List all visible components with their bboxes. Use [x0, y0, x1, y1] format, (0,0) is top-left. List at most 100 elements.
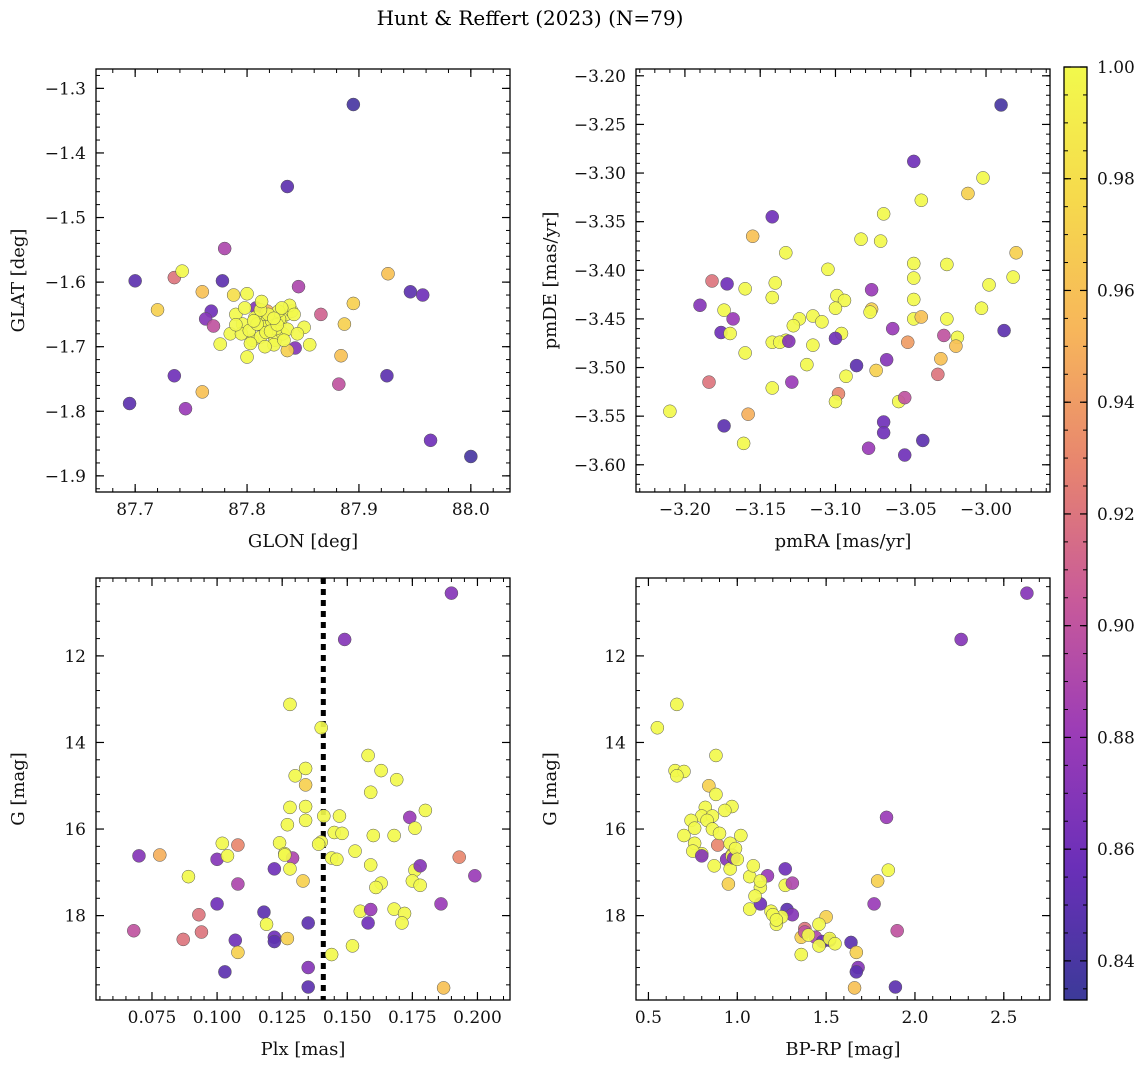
data-point: [702, 375, 716, 389]
data-point: [976, 171, 990, 185]
data-point: [387, 828, 401, 843]
data-point: [332, 809, 347, 823]
x-tick-label: 88.0: [452, 500, 490, 520]
panel-glon-glat: 87.7 87.8 87.9 88.0 −1.3 −1.4 −1.5 −1.6 −1.7 −1.8…: [8, 68, 511, 552]
axes-frame: [635, 577, 1051, 1001]
y-tick-label: −3.35: [574, 213, 626, 233]
x-tick-label: 87.7: [116, 500, 154, 520]
data-point: [717, 303, 731, 317]
x-tick-label: −3.20: [659, 500, 711, 520]
y-tick-label: −3.30: [574, 164, 626, 184]
data-point: [738, 346, 752, 360]
data-point: [258, 339, 272, 354]
x-tick-label: 0.200: [453, 1008, 502, 1028]
data-point: [1006, 270, 1020, 284]
data-point: [748, 889, 762, 903]
data-point: [150, 303, 165, 317]
data-point: [468, 869, 482, 883]
data-point: [122, 396, 137, 411]
axes-frame: [635, 68, 1051, 493]
data-point: [907, 256, 921, 271]
data-point: [337, 632, 352, 647]
data-point: [738, 282, 752, 296]
y-tick-label: −3.40: [574, 261, 626, 281]
data-point: [720, 277, 734, 291]
y-axis-label: G [mag]: [8, 752, 29, 825]
data-point: [291, 279, 306, 294]
y-tick-label: 16: [64, 820, 86, 840]
data-point: [413, 859, 427, 873]
data-point: [937, 328, 951, 343]
data-point: [1020, 586, 1034, 600]
data-point: [870, 874, 885, 888]
data-point: [730, 852, 745, 867]
y-tick-label: 14: [604, 733, 626, 753]
x-tick-label: −3.05: [885, 500, 937, 520]
data-point: [175, 264, 189, 278]
data-point: [721, 877, 736, 891]
data-point: [389, 772, 404, 787]
data-point: [869, 363, 883, 378]
data-point: [332, 377, 346, 391]
data-point: [746, 859, 761, 873]
y-tick-label: −3.60: [574, 456, 626, 476]
data-point: [254, 294, 269, 309]
data-point: [914, 310, 929, 324]
data-point: [280, 931, 295, 946]
data-point: [718, 803, 732, 818]
data-point: [337, 317, 352, 331]
data-point: [940, 312, 954, 326]
data-point: [231, 838, 245, 852]
y-axis-label: GLAT [deg]: [8, 229, 29, 333]
data-point: [864, 282, 879, 297]
colorbar-tick-label: 0.94: [1097, 393, 1135, 413]
data-point: [693, 298, 707, 313]
data-point: [345, 939, 360, 953]
data-point: [736, 436, 751, 451]
data-point: [778, 862, 793, 876]
data-point: [274, 301, 289, 315]
y-tick-label: −1.6: [45, 273, 86, 293]
data-point: [709, 787, 723, 802]
x-tick-label: −3.15: [734, 500, 786, 520]
data-point: [879, 810, 894, 825]
data-point: [301, 980, 315, 994]
data-point: [247, 314, 261, 328]
data-point: [217, 241, 232, 256]
data-point: [765, 210, 779, 224]
panel-pmra-pmde: −3.20 −3.15 −3.10 −3.05 −3.00 −3.20 −3.25 −3.30…: [540, 67, 1051, 552]
x-axis-label: Plx [mas]: [261, 1039, 346, 1060]
data-point: [380, 369, 394, 383]
data-point: [907, 292, 921, 307]
colorbar-tick-label: 1.00: [1097, 58, 1135, 78]
data-point: [395, 916, 409, 930]
x-tick-label: 87.9: [340, 500, 378, 520]
y-tick-label: −1.8: [45, 402, 86, 422]
x-axis-label: GLON [deg]: [248, 531, 358, 552]
y-tick-label: −3.50: [574, 359, 626, 379]
data-point: [283, 800, 297, 815]
data-point: [298, 813, 313, 828]
y-tick-label: −1.7: [45, 338, 86, 358]
data-point: [881, 863, 896, 877]
data-point: [127, 923, 141, 938]
y-tick-label: 16: [604, 820, 626, 840]
data-point: [283, 697, 297, 712]
data-point: [192, 907, 206, 922]
data-point: [949, 339, 963, 353]
colorbar-tick-label: 0.90: [1097, 617, 1135, 637]
data-point: [361, 748, 375, 763]
data-point: [277, 333, 291, 347]
data-point: [195, 285, 210, 299]
data-point: [381, 266, 395, 281]
x-tick-label: −3.00: [960, 500, 1012, 520]
data-point: [687, 821, 702, 835]
data-point: [997, 323, 1011, 338]
data-point: [218, 965, 232, 979]
data-point: [361, 916, 375, 930]
data-point: [707, 859, 721, 873]
data-point: [464, 449, 478, 464]
data-point: [363, 902, 378, 917]
data-point: [931, 367, 945, 382]
data-point: [413, 878, 427, 893]
